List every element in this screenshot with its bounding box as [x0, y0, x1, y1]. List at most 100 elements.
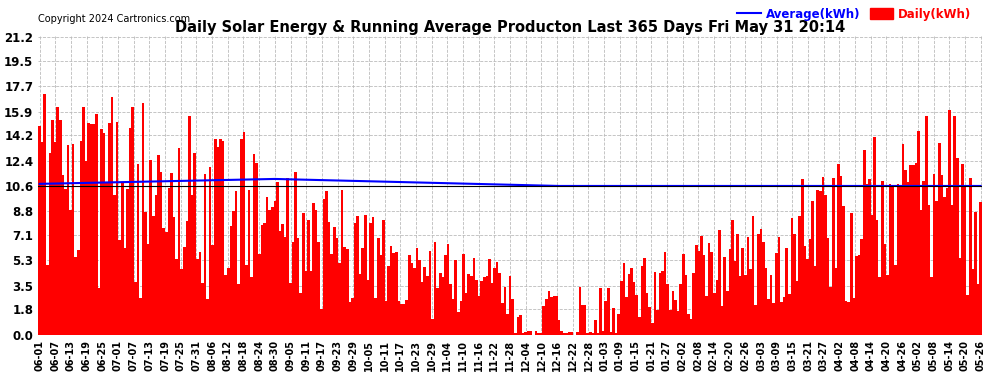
Bar — [318, 242, 320, 335]
Bar — [172, 217, 175, 335]
Bar — [501, 303, 504, 335]
Bar — [517, 317, 519, 335]
Bar — [82, 107, 85, 335]
Bar — [480, 281, 483, 335]
Bar — [612, 308, 615, 335]
Bar — [390, 246, 392, 335]
Bar — [682, 254, 684, 335]
Bar — [881, 181, 884, 335]
Bar — [129, 128, 132, 335]
Bar — [339, 263, 341, 335]
Bar — [964, 186, 966, 335]
Bar — [374, 298, 377, 335]
Bar — [607, 288, 610, 335]
Bar — [366, 280, 369, 335]
Bar — [899, 185, 902, 335]
Bar — [145, 211, 147, 335]
Bar — [465, 293, 467, 335]
Bar — [364, 214, 366, 335]
Bar — [302, 213, 305, 335]
Bar — [276, 183, 279, 335]
Bar — [199, 252, 201, 335]
Bar — [320, 309, 323, 335]
Bar — [623, 263, 625, 335]
Bar — [778, 237, 780, 335]
Bar — [85, 161, 87, 335]
Bar — [850, 213, 852, 335]
Bar — [801, 179, 804, 335]
Bar — [658, 273, 661, 335]
Bar — [100, 129, 103, 335]
Bar — [586, 333, 589, 335]
Bar — [729, 249, 732, 335]
Bar — [641, 266, 644, 335]
Bar — [361, 248, 364, 335]
Bar — [979, 202, 982, 335]
Bar — [496, 262, 498, 335]
Bar — [671, 291, 674, 335]
Bar — [865, 184, 868, 335]
Bar — [297, 238, 299, 335]
Bar — [920, 210, 923, 335]
Bar — [132, 107, 134, 335]
Bar — [956, 158, 958, 335]
Bar — [167, 188, 170, 335]
Bar — [568, 333, 571, 335]
Bar — [832, 178, 835, 335]
Bar — [538, 333, 540, 335]
Bar — [873, 136, 876, 335]
Bar — [137, 164, 140, 335]
Bar — [780, 302, 783, 335]
Bar — [108, 123, 111, 335]
Bar — [791, 217, 793, 335]
Bar — [307, 220, 310, 335]
Bar — [451, 298, 454, 335]
Bar — [961, 164, 964, 335]
Bar — [170, 173, 172, 335]
Bar — [618, 314, 620, 335]
Bar — [142, 103, 145, 335]
Bar — [326, 191, 328, 335]
Bar — [897, 184, 899, 335]
Bar — [584, 305, 586, 335]
Bar — [333, 227, 336, 335]
Bar — [610, 332, 612, 335]
Bar — [852, 298, 855, 335]
Bar — [39, 126, 41, 335]
Bar — [227, 267, 230, 335]
Bar — [485, 276, 488, 335]
Bar — [446, 244, 449, 335]
Bar — [193, 153, 196, 335]
Bar — [889, 184, 891, 335]
Bar — [493, 268, 496, 335]
Bar — [838, 164, 840, 335]
Bar — [348, 303, 351, 335]
Bar — [902, 144, 904, 335]
Bar — [631, 268, 633, 335]
Bar — [305, 271, 307, 335]
Bar — [439, 273, 442, 335]
Bar — [692, 273, 695, 335]
Bar — [385, 301, 387, 335]
Bar — [737, 234, 739, 335]
Bar — [948, 110, 950, 335]
Bar — [475, 280, 478, 335]
Bar — [713, 293, 716, 335]
Bar — [426, 276, 429, 335]
Bar — [212, 244, 214, 335]
Bar — [615, 333, 618, 335]
Bar — [625, 297, 628, 335]
Bar — [201, 283, 204, 335]
Bar — [912, 165, 915, 335]
Bar — [273, 201, 276, 335]
Bar — [419, 261, 421, 335]
Bar — [255, 162, 258, 335]
Bar — [633, 282, 636, 335]
Bar — [936, 201, 938, 335]
Bar — [268, 210, 271, 335]
Bar — [749, 269, 751, 335]
Bar — [346, 249, 348, 335]
Bar — [971, 270, 974, 335]
Bar — [770, 276, 772, 335]
Text: Copyright 2024 Cartronics.com: Copyright 2024 Cartronics.com — [39, 14, 190, 24]
